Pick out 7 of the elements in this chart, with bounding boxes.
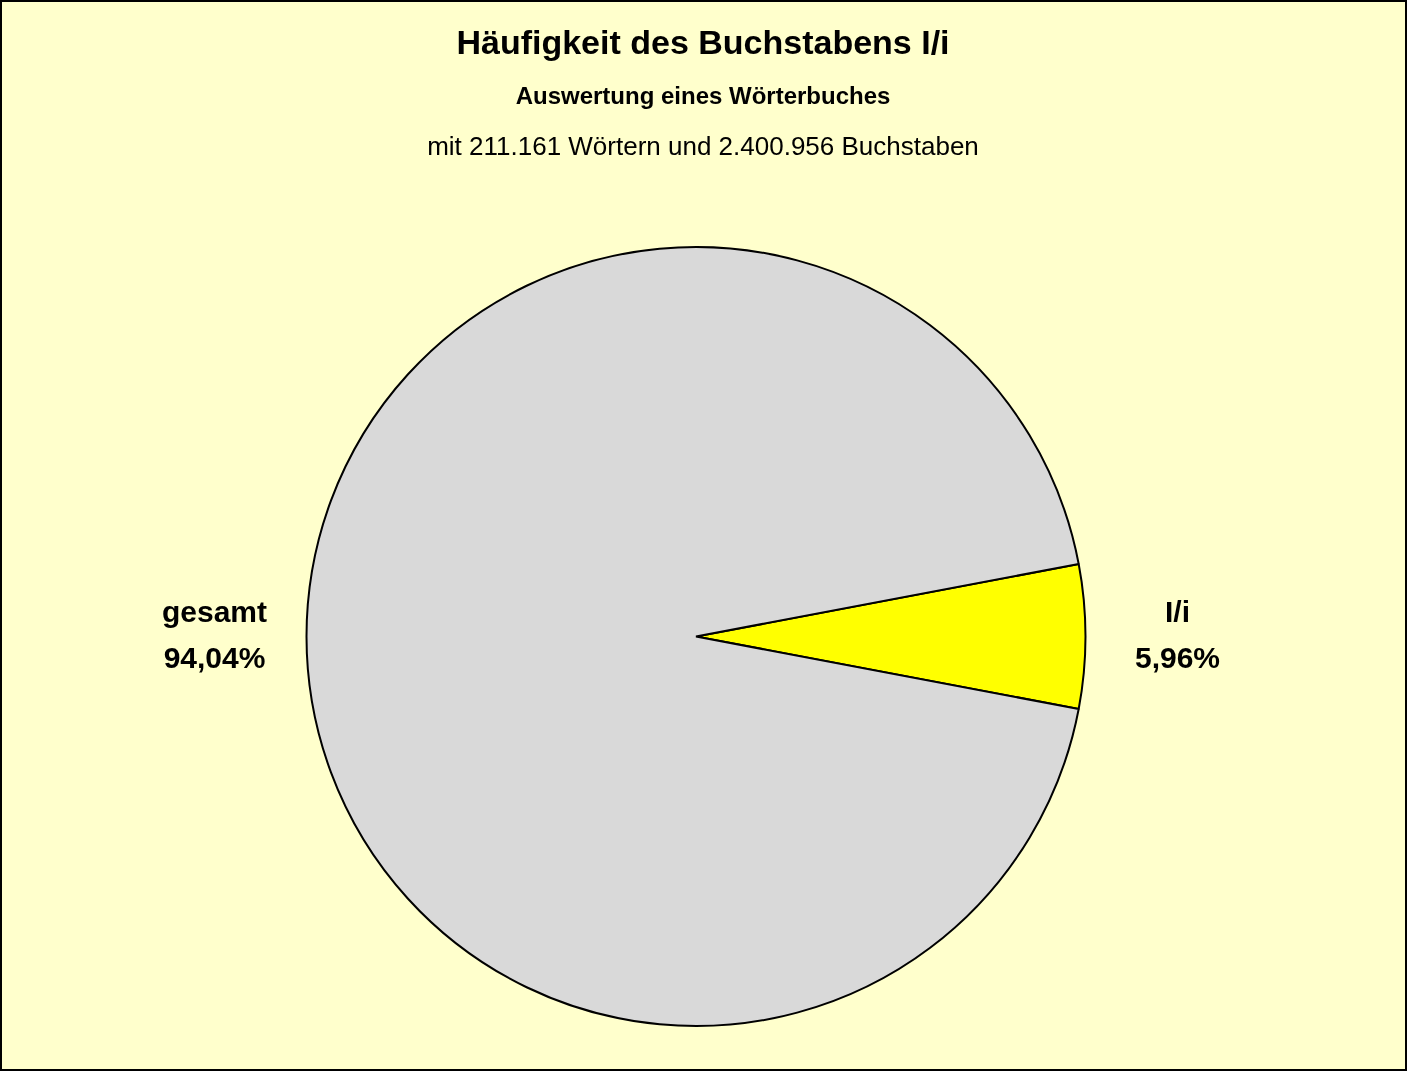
data-label: 5,96%: [1134, 640, 1221, 674]
slice-label: I/i: [1164, 594, 1191, 628]
data-label: 94,04%: [163, 640, 266, 674]
slice-label: gesamt: [161, 594, 268, 628]
text: mit 211.161 Wörtern und 2.400.956 Buchstaben: [427, 131, 979, 162]
chart-subtitle: Auswertung eines Wörterbuches: [515, 81, 891, 109]
chart-title: Häufigkeit des Buchstabens I/i: [456, 23, 950, 62]
